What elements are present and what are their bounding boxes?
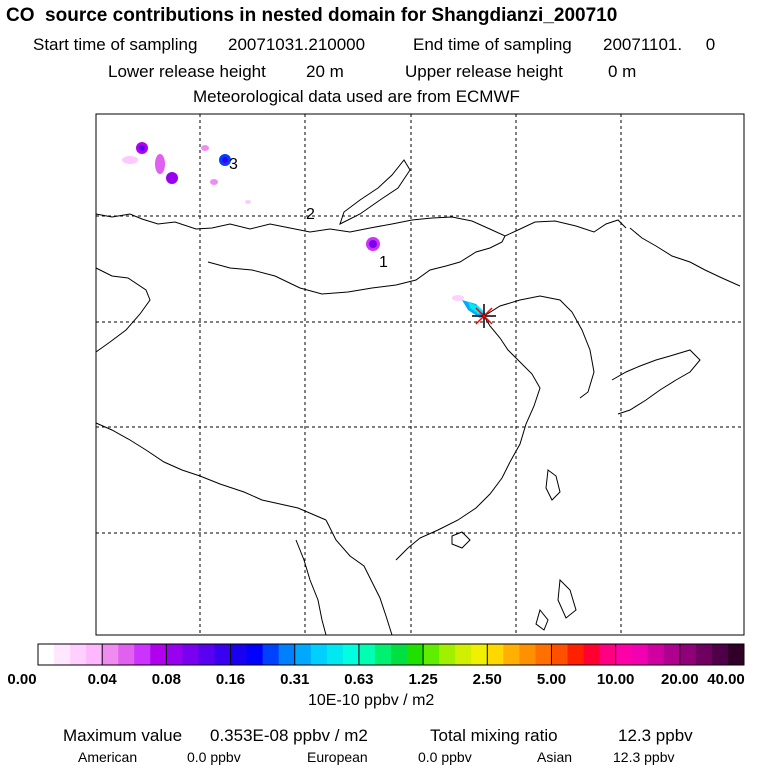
colorbar-tick-label: 5.00	[536, 671, 567, 688]
colorbar-cell	[38, 644, 55, 665]
colorbar-cell	[118, 644, 135, 665]
end-time-value: 20071101. 0	[603, 35, 716, 54]
lower-release-label: Lower release height	[108, 62, 266, 81]
colorbar-tick-label: 0.00	[7, 671, 37, 688]
colorbar-cell	[310, 644, 328, 665]
colorbar-cell	[278, 644, 296, 665]
colorbar-cell	[535, 644, 552, 665]
colorbar-unit: 10E-10 ppbv / m2	[308, 692, 435, 709]
colorbar-tick-label: 0.31	[280, 671, 310, 688]
colorbar-tick-label: 40.00	[707, 671, 745, 688]
plume-spots	[122, 142, 486, 318]
colorbar-ticks	[101, 644, 681, 665]
marker-label-1: 1	[379, 254, 388, 271]
start-time-label: Start time of sampling	[33, 35, 198, 54]
max-value-label: Maximum value	[63, 726, 183, 745]
met-data-line: Meteorological data used are from ECMWF	[193, 87, 520, 106]
total-mixing-label: Total mixing ratio	[430, 726, 558, 745]
colorbar-tick-label: 10.00	[596, 671, 635, 688]
colorbar-cell	[439, 644, 456, 665]
map-frame	[95, 113, 745, 636]
colorbar-cell	[262, 644, 280, 665]
colorbar-cell	[711, 644, 729, 665]
colorbar-cell	[294, 644, 312, 665]
colorbar-tick-label: 1.25	[408, 671, 438, 688]
colorbar-tick-label: 0.04	[87, 671, 117, 688]
upper-release-label: Upper release height	[405, 62, 563, 81]
colorbar-tick-label: 0.16	[215, 671, 246, 688]
colorbar-cell	[503, 644, 520, 665]
end-time-label: End time of sampling	[413, 35, 572, 54]
colorbar-cell	[567, 644, 585, 665]
colorbar-tick-label: 0.08	[151, 671, 181, 688]
colorbar-cell	[599, 644, 617, 665]
colorbar-cell	[631, 644, 649, 665]
colorbar-cell	[198, 644, 215, 665]
total-mixing-value: 12.3 ppbv	[618, 726, 693, 745]
max-value: 0.353E-08 ppbv / m2	[210, 726, 368, 745]
marker-label-2: 2	[306, 206, 315, 223]
colorbar-frame	[37, 643, 745, 666]
colorbar-cell	[86, 644, 103, 665]
colorbar-cell	[455, 644, 472, 665]
colorbar-tick-label: 0.63	[344, 671, 374, 688]
colorbar-cell	[391, 644, 408, 665]
region-name-european: European	[307, 749, 368, 765]
start-time-value: 20071031.210000	[228, 35, 366, 54]
colorbar-cell	[358, 644, 376, 665]
marker-label-3: 3	[229, 156, 238, 173]
region-value-asian: 12.3 ppbv	[613, 749, 675, 765]
upper-release-value: 0 m	[608, 62, 637, 81]
colorbar-cell	[615, 644, 633, 665]
colorbar-cell	[374, 644, 392, 665]
region-name-american: American	[78, 749, 138, 765]
colorbar-cell	[423, 644, 440, 665]
coastlines-borders	[95, 159, 741, 636]
colorbar-cell	[727, 644, 745, 665]
colorbar-cell	[326, 644, 344, 665]
colorbar-cell	[134, 644, 151, 665]
colorbar-cell	[407, 644, 424, 665]
colorbar-cell	[647, 644, 665, 665]
colorbar-cell	[182, 644, 199, 665]
colorbar-cell	[166, 644, 183, 665]
colorbar-cell	[150, 644, 167, 665]
colorbar-cell	[246, 644, 264, 665]
colorbar-cell	[102, 644, 119, 665]
lower-release-value: 20 m	[306, 62, 344, 81]
colorbar-cell	[54, 644, 71, 665]
region-value-european: 0.0 ppbv	[418, 749, 472, 765]
region-name-asian: Asian	[537, 749, 573, 765]
colorbar-cell	[663, 644, 681, 665]
colorbar-tick-label: 20.00	[661, 671, 699, 688]
colorbar-cell	[342, 644, 360, 665]
colorbar-cell	[70, 644, 87, 665]
figure-title: CO source contributions in nested domain…	[6, 5, 618, 26]
colorbar-cell	[551, 644, 568, 665]
colorbar-tick-label: 2.50	[472, 671, 502, 688]
receptor-marker	[472, 304, 496, 328]
colorbar	[37, 643, 745, 666]
colorbar-cell	[214, 644, 232, 665]
colorbar-cell	[230, 644, 248, 665]
colorbar-cell	[583, 644, 601, 665]
colorbar-cell	[519, 644, 536, 665]
colorbar-cell	[471, 644, 488, 665]
colorbar-cell	[695, 644, 713, 665]
region-value-american: 0.0 ppbv	[187, 749, 241, 765]
colorbar-cell	[487, 644, 504, 665]
colorbar-cell	[679, 644, 697, 665]
